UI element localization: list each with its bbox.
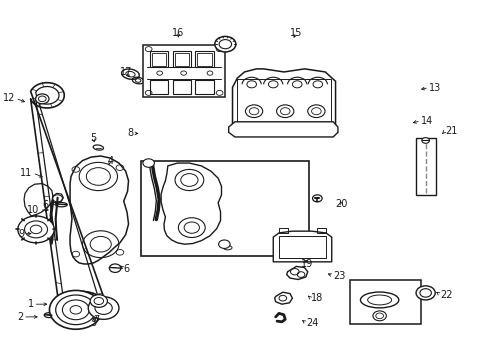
Bar xyxy=(150,80,168,94)
Text: 11: 11 xyxy=(20,168,33,178)
Text: 24: 24 xyxy=(305,318,318,328)
Text: 16: 16 xyxy=(172,27,184,37)
Text: 7: 7 xyxy=(93,315,99,325)
Text: 19: 19 xyxy=(301,259,313,269)
Bar xyxy=(150,51,168,67)
Polygon shape xyxy=(70,156,128,264)
Bar xyxy=(142,45,225,97)
Circle shape xyxy=(218,240,230,248)
Text: 4: 4 xyxy=(107,156,113,166)
Text: 8: 8 xyxy=(127,129,133,139)
Text: 9: 9 xyxy=(18,229,24,239)
Text: 18: 18 xyxy=(310,293,322,303)
Text: 14: 14 xyxy=(420,116,432,126)
Bar xyxy=(279,228,287,233)
Bar xyxy=(317,228,325,233)
Bar xyxy=(141,161,308,256)
Circle shape xyxy=(49,291,102,329)
Circle shape xyxy=(214,36,235,52)
Text: 5: 5 xyxy=(90,133,97,143)
Circle shape xyxy=(142,159,154,167)
Text: 21: 21 xyxy=(444,126,456,136)
Bar xyxy=(195,51,213,67)
Circle shape xyxy=(18,216,54,243)
Text: 2: 2 xyxy=(17,312,23,322)
Bar xyxy=(174,53,189,66)
Bar xyxy=(152,53,166,66)
Bar xyxy=(415,138,435,195)
Bar xyxy=(237,80,330,127)
Circle shape xyxy=(36,94,49,104)
Text: 3: 3 xyxy=(90,318,97,328)
Text: 17: 17 xyxy=(119,67,132,77)
Text: 12: 12 xyxy=(3,93,16,103)
Polygon shape xyxy=(273,231,331,262)
Bar xyxy=(349,280,420,324)
Bar xyxy=(172,80,191,94)
Polygon shape xyxy=(286,266,307,279)
Polygon shape xyxy=(274,292,292,304)
Circle shape xyxy=(109,264,121,273)
Text: 22: 22 xyxy=(439,290,451,300)
Text: 15: 15 xyxy=(289,27,302,37)
Bar xyxy=(195,80,213,94)
Circle shape xyxy=(372,311,386,321)
Text: 13: 13 xyxy=(428,82,440,93)
Text: 1: 1 xyxy=(27,299,34,309)
Text: 10: 10 xyxy=(27,205,40,215)
Bar xyxy=(172,51,191,67)
Text: 6: 6 xyxy=(43,200,49,210)
Polygon shape xyxy=(232,69,335,131)
Bar xyxy=(279,237,325,258)
Circle shape xyxy=(88,297,119,319)
Circle shape xyxy=(421,138,428,143)
Text: 23: 23 xyxy=(332,271,345,281)
Polygon shape xyxy=(161,163,221,244)
Circle shape xyxy=(312,195,322,202)
Polygon shape xyxy=(24,184,53,216)
Circle shape xyxy=(90,294,107,307)
Bar xyxy=(197,53,211,66)
Polygon shape xyxy=(52,193,63,203)
Polygon shape xyxy=(228,122,337,137)
Text: 20: 20 xyxy=(334,199,347,209)
Text: 6: 6 xyxy=(123,264,130,274)
Circle shape xyxy=(415,286,434,300)
